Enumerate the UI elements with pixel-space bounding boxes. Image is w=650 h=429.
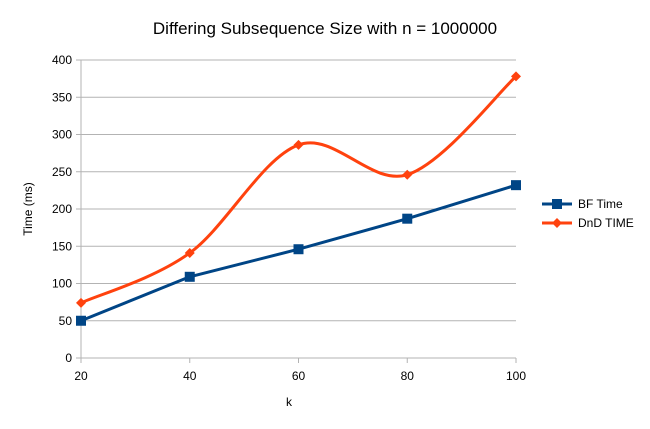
legend: BF Time DnD TIME — [542, 197, 634, 230]
chart-title: Differing Subsequence Size with n = 1000… — [153, 19, 497, 38]
series-dnd-time — [76, 71, 521, 308]
legend-item: DnD TIME — [542, 216, 634, 230]
legend-marker — [552, 199, 562, 209]
axes — [76, 59, 517, 363]
data-point — [76, 315, 86, 326]
series-line — [80, 75, 518, 305]
legend-marker — [552, 218, 562, 228]
x-tick-label: 60 — [292, 369, 306, 383]
legend-item: BF Time — [542, 197, 623, 211]
y-tick-label: 350 — [52, 90, 72, 104]
series-lines — [76, 71, 521, 326]
y-tick-label: 200 — [52, 202, 72, 216]
y-tick-label: 250 — [52, 165, 72, 179]
data-point — [293, 139, 304, 150]
legend-label: DnD TIME — [578, 216, 634, 230]
x-axis-label: k — [286, 395, 293, 409]
y-tick-label: 100 — [52, 277, 72, 291]
y-tick-label: 150 — [52, 239, 72, 253]
y-tick-label: 400 — [52, 53, 72, 67]
data-point — [76, 297, 86, 308]
y-tick-label: 50 — [59, 314, 73, 328]
x-tick-label: 80 — [401, 369, 415, 383]
x-tick-label: 20 — [74, 369, 88, 383]
series-bf-time — [76, 180, 521, 326]
gridlines — [81, 59, 516, 322]
data-point — [511, 71, 521, 82]
y-tick-label: 0 — [65, 351, 72, 365]
x-tick-label: 100 — [506, 369, 526, 383]
data-point — [184, 247, 195, 258]
y-axis-label: Time (ms) — [21, 182, 35, 236]
x-tick-labels: 20 40 60 80 100 — [74, 369, 526, 383]
data-point — [184, 271, 195, 282]
data-point — [402, 169, 413, 180]
data-point — [402, 213, 413, 224]
y-tick-label: 300 — [52, 128, 72, 142]
data-point — [293, 244, 304, 255]
data-point — [511, 180, 521, 191]
x-tick-label: 40 — [183, 369, 197, 383]
y-tick-labels: 0 50 100 150 200 250 300 350 400 — [52, 53, 72, 365]
legend-label: BF Time — [578, 197, 623, 211]
